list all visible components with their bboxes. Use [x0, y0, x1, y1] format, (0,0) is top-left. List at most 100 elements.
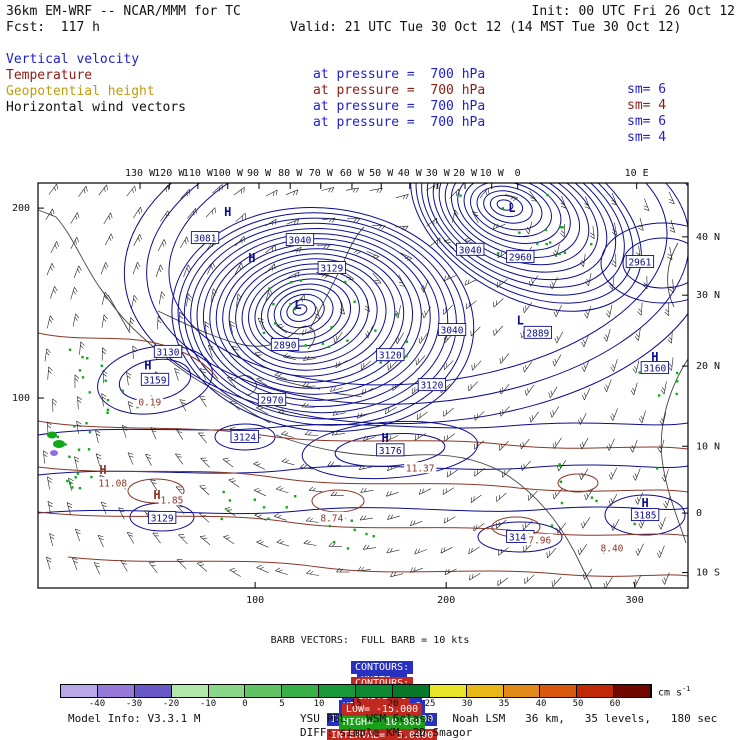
- height-contour-label: 3159: [144, 375, 167, 386]
- lon-tick-label: 70 W: [309, 168, 334, 179]
- field-row-vertical-velocity: Vertical velocity at pressure = 700 hPa …: [0, 37, 740, 97]
- colorbar-segment: [61, 685, 98, 697]
- field-level: at pressure = 700 hPa: [313, 83, 486, 98]
- grid-x-label: 200: [437, 595, 455, 606]
- height-contour-label: 3120: [420, 381, 443, 392]
- height-contour-label: 3140: [509, 532, 532, 543]
- lon-tick-label: 20 W: [453, 168, 478, 179]
- height-contour-label: 3185: [634, 511, 657, 522]
- temp-contour-label: 11.37: [406, 464, 435, 475]
- field-smoothing: sm= 4: [627, 98, 667, 113]
- barb-legend: BARB VECTORS: FULL BARB = 10 kts: [270, 635, 470, 646]
- lon-tick-label: 110 W: [183, 168, 214, 179]
- lon-tick-label: 120 W: [154, 168, 185, 179]
- valid-time: Valid: 21 UTC Tue 30 Oct 12 (14 MST Tue …: [290, 20, 682, 35]
- colorbar-segment: [245, 685, 283, 697]
- lon-tick-label: 60 W: [340, 168, 365, 179]
- colorbar-segment: [356, 685, 393, 697]
- high-marker: H: [99, 463, 106, 477]
- height-contour-label: 3129: [151, 513, 174, 524]
- lon-tick-label: 40 W: [398, 168, 423, 179]
- field-row-wind-vectors: Horizontal wind vectors at pressure = 70…: [0, 85, 740, 145]
- field-name: Vertical velocity: [6, 52, 140, 67]
- init-time: Init: 00 UTC Fri 26 Oct 12: [531, 4, 736, 19]
- lon-tick-label: 90 W: [247, 168, 272, 179]
- colorbar-tick: -20: [162, 699, 180, 709]
- colorbar: [60, 684, 652, 698]
- temp-contour-label: 8.40: [601, 543, 624, 554]
- lon-tick-label: 0: [515, 168, 521, 179]
- map-frame: [37, 182, 689, 589]
- colorbar-segment: [577, 685, 615, 697]
- colorbar-segment: [319, 685, 356, 697]
- temp-contour-label: 11.08: [98, 479, 127, 490]
- colorbar-segment: [282, 685, 320, 697]
- colorbar-segment: [171, 685, 209, 697]
- high-marker: H: [248, 251, 255, 265]
- colorbar-tick: -40: [88, 699, 106, 709]
- lon-tick-label: 100 W: [213, 168, 244, 179]
- colorbar-segment: [208, 685, 246, 697]
- field-level: at pressure = 700 hPa: [313, 99, 486, 114]
- high-marker: H: [381, 431, 388, 445]
- field-name: Horizontal wind vectors: [6, 100, 187, 115]
- field-row-geopotential-height: Geopotential height at pressure = 700 hP…: [0, 69, 740, 129]
- lat-tick-label: 0: [696, 508, 702, 519]
- lat-tick-label: 30 N: [696, 290, 720, 301]
- legend-token: INTERVAL= 5.0000: [326, 729, 438, 740]
- wind-barbs: [43, 183, 676, 588]
- temp-contour-label: 0.19: [138, 398, 161, 409]
- coastline: [38, 209, 688, 588]
- temp-contour-label: 7.96: [528, 535, 551, 546]
- field-level: at pressure = 700 hPa: [313, 67, 486, 82]
- high-marker: H: [153, 488, 160, 502]
- colorbar-segment: [134, 685, 172, 697]
- colorbar-tick: 25: [424, 699, 436, 709]
- field-name: Temperature: [6, 68, 93, 83]
- legend-token: LOW= -15.000: [341, 703, 423, 716]
- colorbar-tick: 30: [461, 699, 473, 709]
- colorbar-segment: [97, 685, 135, 697]
- grid-x-label: 100: [246, 595, 264, 606]
- legend-token: HIGH= 10.000: [338, 716, 426, 729]
- colorbar-tick: -30: [125, 699, 143, 709]
- forecast-hour: Fcst: 117 h: [6, 20, 100, 35]
- height-contour-label: 3040: [441, 326, 464, 337]
- colorbar-segment: [503, 685, 541, 697]
- lat-tick-label: 10 S: [696, 568, 720, 579]
- lon-tick-label: 10 W: [480, 168, 505, 179]
- temp-contour-label: 1.85: [160, 496, 183, 507]
- height-contour-label: 3120: [379, 351, 402, 362]
- height-contour-label: 2890: [274, 341, 297, 352]
- model-info: Model Info: V3.3.1 M: [68, 712, 201, 725]
- high-marker: H: [224, 205, 231, 219]
- vertical-velocity-fill: [47, 193, 679, 550]
- lon-tick-label: 30 W: [426, 168, 451, 179]
- contour-labels: 3081 3040 3129 3040 2960 2961 2889 3040 3120 3120…: [96, 201, 670, 554]
- colorbar-tick: 35: [498, 699, 510, 709]
- colorbar-segment: [392, 685, 430, 697]
- height-contour-label: 2889: [526, 328, 549, 339]
- field-smoothing: sm= 4: [627, 130, 667, 145]
- model-title: 36km EM-WRF -- NCAR/MMM for TC: [6, 4, 241, 19]
- grid-y-label: 100: [12, 393, 30, 404]
- height-contour-label: 3081: [194, 234, 217, 245]
- lat-tick-label: 20 N: [696, 361, 720, 372]
- diffusion-info: DIFF: simple KM, 2D Smagor: [300, 726, 473, 739]
- height-contour-label: 3124: [233, 432, 256, 443]
- field-row-temperature: Temperature at pressure = 700 hPa sm= 4: [0, 53, 740, 113]
- colorbar-segment: [540, 685, 578, 697]
- lat-tick-label: 40 N: [696, 232, 720, 243]
- lon-tick-label: 50 W: [369, 168, 394, 179]
- field-level: at pressure = 700 hPa: [313, 115, 486, 130]
- high-marker: H: [641, 496, 648, 510]
- colorbar-unit-exponent: -1: [682, 685, 691, 693]
- temp-contour-label: 8.74: [320, 513, 343, 524]
- colorbar-ticks: -40 -30 -20 -10 0 5 10 15 20 25 30 35 40 50 60: [60, 699, 652, 710]
- colorbar-tick: 60: [609, 699, 621, 709]
- height-contour-label: 2970: [261, 396, 284, 407]
- colorbar-segment: [466, 685, 504, 697]
- field-smoothing: sm= 6: [627, 114, 667, 129]
- downdraft-fill: [50, 450, 58, 456]
- height-contour-label: 3176: [379, 446, 402, 457]
